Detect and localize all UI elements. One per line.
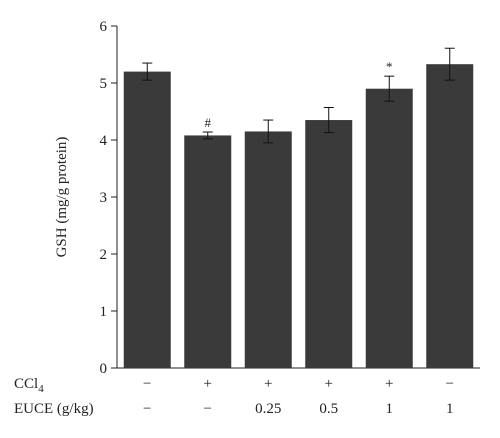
treatment-value: + <box>325 376 333 392</box>
bar <box>426 64 474 368</box>
treatment-value: + <box>264 376 272 392</box>
treatment-row-name-subscript: 4 <box>38 383 44 395</box>
treatment-value: 0.25 <box>255 401 281 417</box>
treatment-row-name: CCl <box>14 376 38 392</box>
bars <box>123 64 474 368</box>
treatment-value: 1 <box>446 401 454 417</box>
bar <box>244 131 292 368</box>
treatment-value: + <box>385 376 393 392</box>
treatment-value: − <box>204 401 212 417</box>
y-tick-label: 0 <box>100 361 108 377</box>
error-bars <box>142 47 455 144</box>
y-axis-ticks: 0 1 2 3 4 5 6 <box>100 19 117 377</box>
y-axis-label: GSH (mg/g protein) <box>54 137 70 258</box>
y-tick-label: 4 <box>100 133 108 149</box>
bar <box>305 120 353 368</box>
bar <box>123 71 171 368</box>
significance-markers: #* <box>205 59 393 130</box>
plot-area <box>116 26 480 369</box>
significance-marker: # <box>205 115 212 130</box>
treatment-value: + <box>204 376 212 392</box>
bar <box>184 135 232 368</box>
treatment-value: 1 <box>386 401 394 417</box>
treatment-row-name: EUCE (g/kg) <box>14 401 94 417</box>
treatment-value: − <box>446 376 454 392</box>
treatment-value: − <box>143 376 151 392</box>
y-tick-label: 2 <box>100 247 108 263</box>
treatment-value: − <box>143 401 151 417</box>
bar <box>365 88 413 368</box>
treatment-row-label: EUCE (g/kg) <box>14 401 94 417</box>
treatment-table: CCl4 − + + + + − EUCE (g/kg) − − 0.25 0.5 1 1 <box>14 376 454 417</box>
treatment-value: 0.5 <box>319 401 338 417</box>
y-tick-label: 5 <box>100 76 108 92</box>
y-tick-label: 3 <box>100 190 108 206</box>
significance-marker: * <box>386 59 393 74</box>
y-tick-label: 6 <box>100 19 108 35</box>
y-tick-label: 1 <box>100 304 108 320</box>
treatment-row-label: CCl4 <box>14 376 44 395</box>
